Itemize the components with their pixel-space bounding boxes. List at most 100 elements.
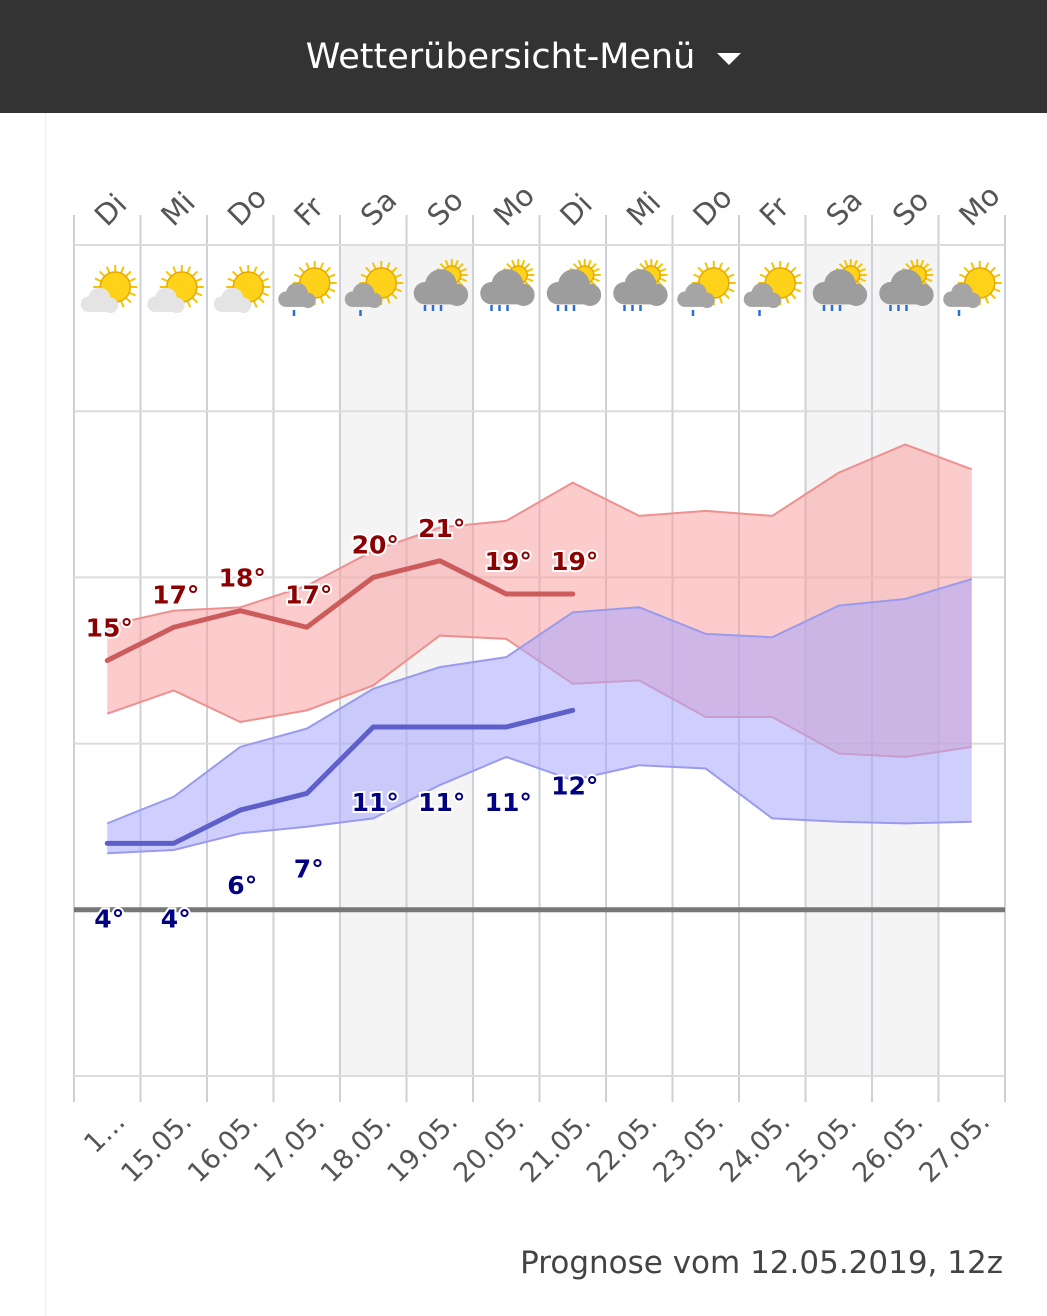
sun-ray (120, 266, 125, 274)
header-bar (0, 0, 1047, 113)
date-label: 24.05. (714, 1106, 797, 1189)
sun-ray (592, 277, 600, 283)
sun-ray (386, 296, 391, 304)
sun-ray (328, 287, 336, 293)
sun-ray (639, 262, 646, 270)
sun-ray (258, 270, 265, 278)
sun-ray (723, 266, 731, 274)
sun-ray (319, 296, 325, 304)
sun-ray (727, 273, 735, 279)
sun-ray (394, 287, 402, 293)
sun-ray (294, 273, 302, 279)
sun-ray (128, 291, 136, 297)
sun-ray (793, 287, 801, 293)
caret[interactable] (717, 52, 742, 65)
sun-ray (790, 266, 797, 274)
sun-ray (520, 259, 526, 268)
cloud (147, 287, 185, 313)
cloud-part (950, 299, 973, 307)
cloud (344, 282, 383, 308)
band-high (107, 443, 973, 627)
rain-drop (957, 310, 961, 316)
sun-ray (959, 273, 967, 279)
sun-ray (970, 262, 975, 270)
cloud-part (88, 304, 111, 312)
sun-ray (459, 267, 467, 273)
sun-ray (718, 296, 724, 304)
rain-drop (838, 305, 842, 311)
cloud (546, 269, 602, 306)
day-label: So (420, 183, 470, 233)
sun-ray (993, 287, 1001, 293)
sun-ray (843, 259, 849, 268)
menu[interactable]: Wetterübersicht-Menü (0, 0, 1047, 113)
value-label: 7° (294, 854, 324, 883)
sun-ray (653, 259, 659, 268)
day-label: Mi (154, 185, 201, 232)
rain-drop (556, 305, 560, 311)
sun-ray (922, 262, 930, 270)
sun-ray (186, 300, 192, 308)
sun-ray (989, 292, 997, 300)
sun-ray (125, 270, 132, 278)
sun-ray (763, 266, 771, 274)
cloud (278, 282, 316, 308)
cloud (943, 282, 981, 308)
rain-drop (889, 305, 892, 311)
value-label: 4° (94, 904, 124, 933)
cloud (413, 269, 469, 306)
sun-ray (759, 273, 767, 279)
value-label: 11° (485, 788, 532, 817)
sun-ray (371, 262, 377, 270)
sun-ray (165, 270, 172, 278)
cloud-part (684, 299, 707, 307)
sun-ray (785, 296, 790, 304)
cloud-part (751, 299, 774, 307)
cloud (743, 282, 782, 308)
value-label: 6° (227, 871, 257, 900)
sun-ray (227, 277, 235, 283)
sun-ray (298, 266, 305, 274)
sun-ray (444, 259, 450, 268)
sun-ray (128, 277, 136, 283)
sun-ray (905, 262, 912, 270)
menu-title[interactable]: Wetterübersicht-Menü (305, 36, 696, 77)
sun-ray (984, 262, 990, 270)
date-label: 25.05. (780, 1106, 863, 1189)
value-label: 15° (86, 614, 133, 643)
rain-drop (359, 310, 362, 316)
sun-ray (723, 292, 731, 300)
frame (45, 113, 46, 1316)
value-label: 11° (352, 788, 399, 817)
value-label: 17° (152, 580, 199, 609)
day-label: Mo (487, 178, 541, 232)
rain-drop (490, 305, 493, 311)
sun-ray (457, 262, 464, 270)
rain-drop (758, 310, 761, 316)
day-label: So (886, 183, 936, 233)
sun-ray (718, 262, 724, 270)
rain-drop (439, 305, 443, 311)
weekend-shade (406, 245, 473, 1076)
sun-ray (572, 262, 580, 270)
sun-ray (506, 262, 513, 270)
cloud (213, 287, 252, 313)
sun-ray (963, 266, 970, 274)
sun-ray (989, 266, 997, 274)
sun-ray (120, 300, 125, 308)
temperature-line (104, 558, 576, 663)
rain-drop (905, 305, 908, 311)
value-label: 19° (551, 547, 598, 576)
cloud (80, 287, 119, 313)
date-label: 18.05. (315, 1106, 398, 1189)
rain-drop (292, 310, 296, 316)
sun-ray (523, 262, 531, 270)
rain-drop (639, 305, 642, 311)
sun-ray (526, 277, 534, 283)
sun-ray (656, 262, 664, 270)
value-label: 18° (219, 564, 266, 593)
sun-ray (984, 296, 990, 304)
sun-ray (793, 273, 801, 279)
sun-ray (253, 300, 258, 308)
date-label: 16.05. (182, 1106, 265, 1189)
